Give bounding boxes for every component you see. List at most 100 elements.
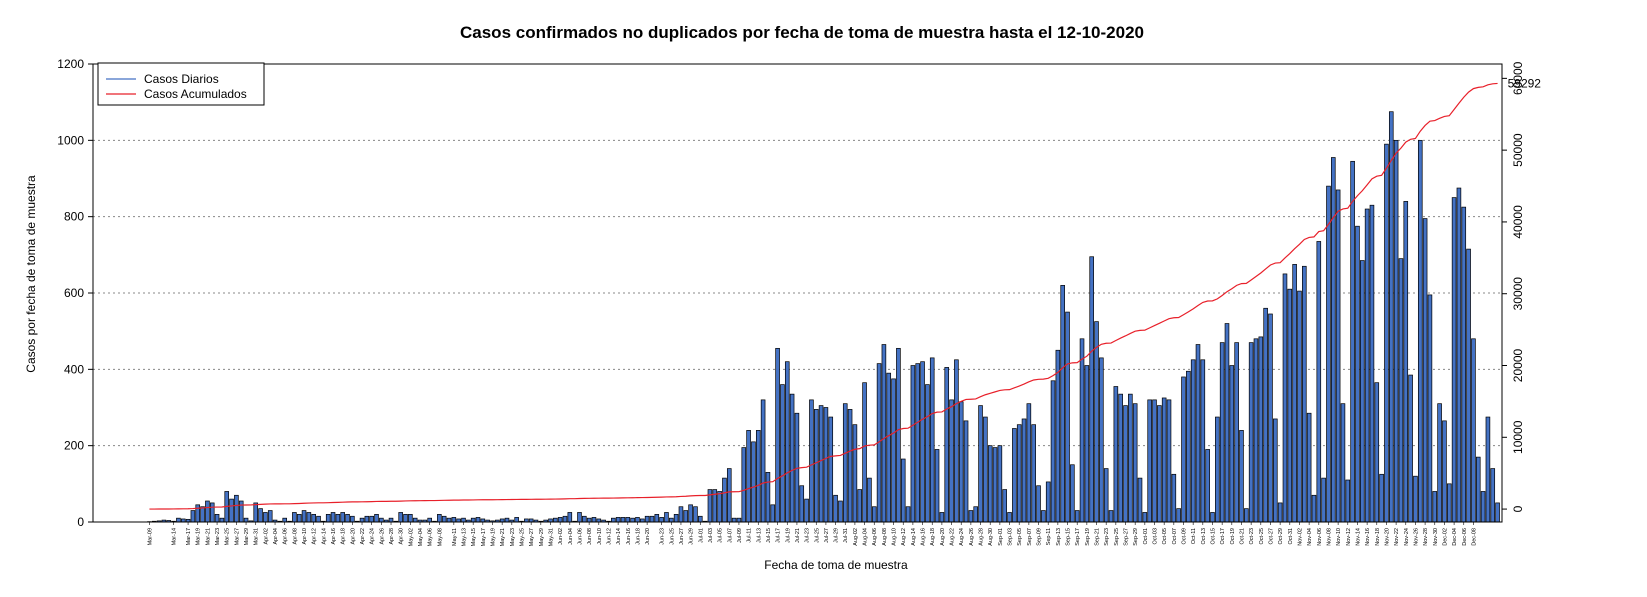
bar xyxy=(282,517,287,523)
bar xyxy=(200,506,205,523)
bar xyxy=(1490,468,1496,523)
bar xyxy=(615,517,621,523)
bar xyxy=(567,512,573,523)
bar xyxy=(1417,139,1423,523)
bar xyxy=(635,517,640,523)
y2-tick-label: 60000 xyxy=(1511,61,1525,95)
bar xyxy=(1157,405,1162,523)
bar xyxy=(717,491,722,523)
x-tick-label: May-27 xyxy=(529,528,535,546)
bar xyxy=(1442,420,1447,523)
bar xyxy=(441,515,447,523)
bar xyxy=(1079,338,1085,523)
x-tick-label: Aug-28 xyxy=(979,528,985,546)
y-axis-right: 0 10000 20000 30000 40000 50000 60000 xyxy=(1502,61,1525,512)
bar xyxy=(886,372,892,523)
bar xyxy=(1103,468,1109,523)
bar xyxy=(1108,510,1114,523)
bar xyxy=(659,517,664,523)
x-tick-label: Jun-12 xyxy=(606,528,612,545)
x-tick-label: Jun-14 xyxy=(616,528,622,545)
bar xyxy=(780,384,785,523)
bar xyxy=(842,403,848,523)
x-tick-label: Sep-19 xyxy=(1085,528,1091,546)
x-tick-label: Oct-27 xyxy=(1268,528,1274,545)
x-tick-label: Nov-22 xyxy=(1394,528,1400,546)
x-tick-label: May-04 xyxy=(418,528,424,546)
bar xyxy=(1128,393,1133,523)
bar xyxy=(1210,512,1215,523)
x-tick-label: Jun-10 xyxy=(597,528,603,545)
bar xyxy=(209,502,215,523)
bar xyxy=(335,514,341,523)
bar xyxy=(1388,111,1394,523)
bar xyxy=(963,420,969,523)
x-tick-label: Jul-01 xyxy=(698,528,704,543)
x-tick-label: Jul-03 xyxy=(708,528,714,543)
bar xyxy=(900,458,906,523)
bar xyxy=(1398,258,1404,523)
x-tick-label: Sep-13 xyxy=(1056,528,1062,546)
cumulative-line xyxy=(149,82,1498,510)
cumulative-final-label: 59292 xyxy=(1508,76,1542,90)
x-tick-label: Nov-26 xyxy=(1413,528,1419,546)
x-tick-label: Mar-09 xyxy=(147,528,153,545)
bar xyxy=(403,514,408,523)
x-tick-label: May-13 xyxy=(462,528,468,546)
bar xyxy=(746,430,751,523)
legend: Casos Diarios Casos Acumulados xyxy=(97,62,265,106)
bar xyxy=(1253,338,1259,523)
bar xyxy=(553,517,558,523)
x-tick-label: Nov-20 xyxy=(1384,528,1390,546)
bar xyxy=(234,494,239,523)
x-tick-label: Oct-29 xyxy=(1278,528,1284,545)
bar xyxy=(910,365,916,523)
x-tick-label: Aug-12 xyxy=(901,528,907,546)
x-tick-label: Oct-15 xyxy=(1210,528,1216,545)
bar xyxy=(905,506,911,523)
x-tick-label: Jul-25 xyxy=(814,528,820,543)
x-tick-label: Dec-02 xyxy=(1442,528,1448,546)
x-tick-label: Apr-10 xyxy=(302,528,308,545)
bar xyxy=(1021,418,1027,523)
bar xyxy=(1408,374,1413,523)
bar xyxy=(1384,143,1389,523)
bar xyxy=(891,378,896,523)
bar xyxy=(1331,157,1336,523)
bar xyxy=(1456,187,1462,523)
bar xyxy=(949,399,954,523)
x-tick-label: Jul-11 xyxy=(747,528,753,543)
bar xyxy=(504,517,510,523)
bar xyxy=(929,357,935,523)
x-tick-label: Aug-22 xyxy=(950,528,956,546)
bar xyxy=(862,382,867,523)
x-tick-label: Nov-30 xyxy=(1433,528,1439,546)
bar xyxy=(978,405,983,523)
bar xyxy=(1215,416,1220,523)
bar xyxy=(760,399,766,523)
bar xyxy=(799,485,805,523)
y-tick-label: 600 xyxy=(64,286,84,300)
y2-tick-label: 10000 xyxy=(1511,420,1525,454)
bar xyxy=(1326,185,1331,523)
bar xyxy=(1451,197,1457,523)
bar xyxy=(1224,323,1230,523)
x-tick-label: Nov-14 xyxy=(1355,528,1361,546)
bar xyxy=(586,517,592,523)
x-tick-label: Aug-08 xyxy=(882,528,888,546)
bar xyxy=(1161,397,1167,523)
x-tick-label: Sep-21 xyxy=(1095,528,1101,546)
x-tick-label: Oct-07 xyxy=(1172,528,1178,545)
bar xyxy=(968,510,974,523)
bar xyxy=(1065,311,1070,523)
bar xyxy=(311,514,316,523)
x-tick-label: Apr-12 xyxy=(312,528,318,545)
bar xyxy=(582,515,587,523)
bar xyxy=(388,517,394,523)
bar xyxy=(1234,342,1239,523)
bar xyxy=(253,502,259,523)
bar xyxy=(1118,393,1123,523)
bar xyxy=(1263,307,1268,523)
x-tick-label: Sep-01 xyxy=(998,528,1004,546)
x-tick-label: Aug-06 xyxy=(872,528,878,546)
